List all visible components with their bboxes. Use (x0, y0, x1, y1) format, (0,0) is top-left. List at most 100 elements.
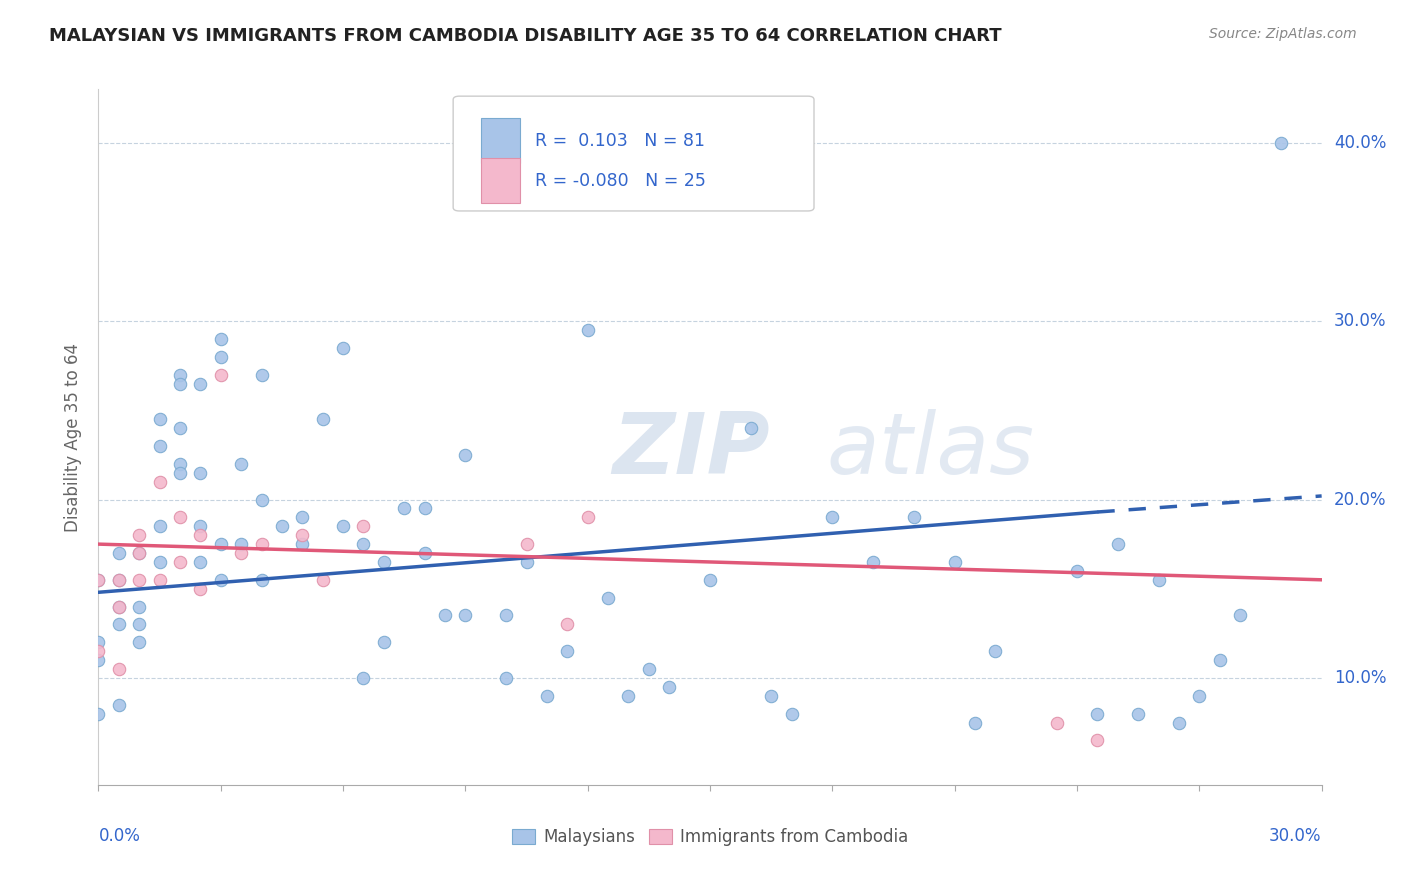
Point (188, 519, 212, 533)
Point (1066, 564, 1088, 578)
Point (1128, 706, 1150, 721)
Point (250, 368, 273, 382)
Text: 30.0%: 30.0% (1334, 312, 1386, 330)
Point (1167, 715, 1189, 730)
Point (108, 546, 131, 560)
Point (699, 573, 721, 587)
Point (312, 412, 335, 426)
Point (108, 662, 131, 676)
Point (87, 653, 110, 667)
Point (1229, 608, 1251, 623)
Point (128, 573, 150, 587)
Point (169, 466, 191, 480)
Point (108, 573, 131, 587)
Point (454, 608, 477, 623)
Point (413, 546, 436, 560)
Point (658, 680, 681, 694)
Text: MALAYSIAN VS IMMIGRANTS FROM CAMBODIA DISABILITY AGE 35 TO 64 CORRELATION CHART: MALAYSIAN VS IMMIGRANTS FROM CAMBODIA DI… (49, 27, 1002, 45)
Point (188, 466, 212, 480)
Point (108, 617, 131, 632)
Text: atlas: atlas (827, 409, 1035, 492)
Point (1188, 689, 1211, 703)
Point (188, 582, 212, 596)
Point (617, 689, 640, 703)
Point (149, 555, 172, 569)
Point (373, 635, 395, 649)
Point (352, 671, 374, 685)
Point (128, 635, 150, 649)
Text: R = -0.080   N = 25: R = -0.080 N = 25 (536, 171, 706, 189)
Point (637, 662, 661, 676)
FancyBboxPatch shape (453, 96, 814, 211)
Point (516, 555, 538, 569)
Point (1085, 706, 1108, 721)
Point (332, 341, 354, 355)
Point (108, 698, 131, 712)
Point (250, 537, 273, 551)
Point (903, 510, 925, 524)
Point (128, 528, 150, 542)
Point (169, 457, 191, 471)
Point (231, 457, 253, 471)
Point (352, 519, 374, 533)
Point (149, 439, 172, 453)
Point (332, 519, 354, 533)
Point (209, 537, 232, 551)
Text: 0.0%: 0.0% (98, 827, 141, 845)
Point (821, 510, 844, 524)
Point (576, 323, 599, 337)
Point (1209, 653, 1232, 667)
Point (291, 510, 314, 524)
Point (87, 573, 110, 587)
Text: 20.0%: 20.0% (1334, 491, 1386, 508)
Point (1107, 537, 1129, 551)
Point (373, 555, 395, 569)
Point (965, 715, 987, 730)
Point (780, 706, 803, 721)
Point (169, 510, 191, 524)
Point (413, 501, 436, 516)
Point (149, 573, 172, 587)
Point (128, 546, 150, 560)
Point (87, 635, 110, 649)
Point (149, 475, 172, 489)
FancyBboxPatch shape (481, 118, 520, 163)
Point (291, 528, 314, 542)
Text: 30.0%: 30.0% (1270, 827, 1322, 845)
Point (87, 644, 110, 658)
Point (1085, 733, 1108, 747)
Point (312, 573, 335, 587)
Point (128, 617, 150, 632)
Point (270, 519, 294, 533)
Point (188, 528, 212, 542)
Point (87, 706, 110, 721)
Legend: Malaysians, Immigrants from Cambodia: Malaysians, Immigrants from Cambodia (505, 822, 915, 853)
Point (555, 617, 579, 632)
Point (862, 555, 884, 569)
Text: ZIP: ZIP (612, 409, 770, 492)
Text: R =  0.103   N = 81: R = 0.103 N = 81 (536, 132, 706, 150)
Point (516, 537, 538, 551)
Point (128, 546, 150, 560)
Point (495, 671, 517, 685)
Point (231, 537, 253, 551)
Text: 10.0%: 10.0% (1334, 669, 1386, 687)
Point (188, 555, 212, 569)
Point (169, 376, 191, 391)
Point (1270, 136, 1292, 150)
Text: Source: ZipAtlas.com: Source: ZipAtlas.com (1209, 27, 1357, 41)
Point (495, 608, 517, 623)
Point (108, 573, 131, 587)
Point (943, 555, 966, 569)
Point (188, 376, 212, 391)
Point (1147, 573, 1170, 587)
Text: 40.0%: 40.0% (1334, 134, 1386, 152)
Point (598, 591, 620, 605)
Point (209, 350, 232, 364)
Point (169, 368, 191, 382)
Point (108, 599, 131, 614)
Point (576, 510, 599, 524)
Point (291, 537, 314, 551)
Point (250, 492, 273, 507)
Point (1045, 715, 1069, 730)
